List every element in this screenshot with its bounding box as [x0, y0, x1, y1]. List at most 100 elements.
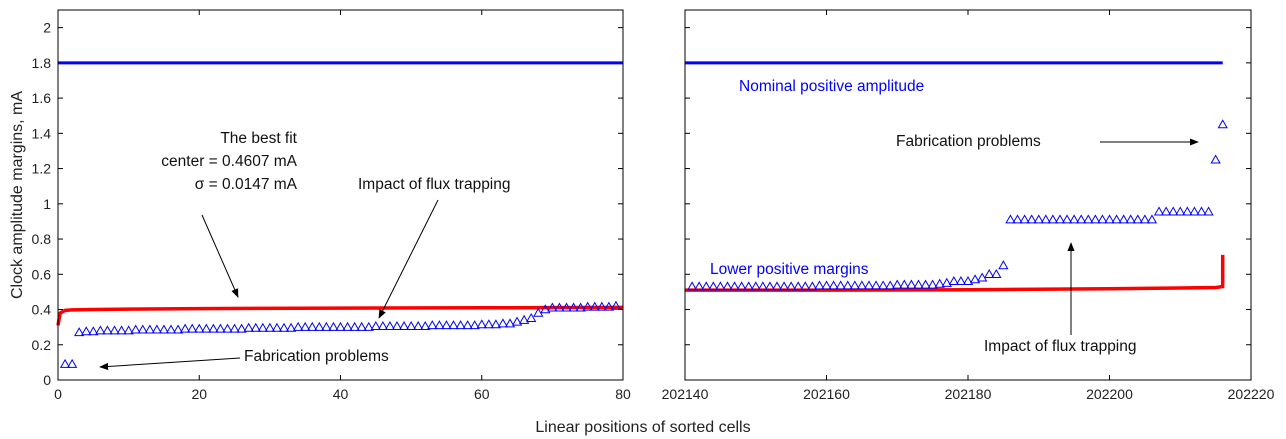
y-tick-label: 1.2 — [32, 161, 52, 177]
right-x-tick-label: 202180 — [945, 386, 992, 402]
left-margin-marker — [194, 323, 205, 333]
left-margin-marker — [236, 323, 247, 333]
right-margin-marker — [934, 278, 945, 288]
right-margin-marker — [1203, 206, 1214, 216]
right-margin-marker — [856, 280, 868, 290]
right-margin-marker — [1111, 214, 1122, 224]
left-margin-marker — [561, 302, 572, 312]
right-margin-marker — [757, 281, 768, 291]
left-margin-marker — [271, 322, 283, 332]
right-margin-marker — [1033, 214, 1044, 224]
annotation-fabrication-right: Fabrication problems — [896, 133, 1041, 150]
left-margin-marker — [384, 320, 396, 330]
left-margin-marker — [455, 320, 466, 330]
left-margin-marker — [137, 324, 148, 334]
right-margin-marker — [969, 274, 981, 284]
right-margin-marker — [743, 281, 754, 291]
left-margin-marker — [533, 307, 544, 317]
y-tick-label: 0.2 — [32, 337, 52, 353]
right-margin-marker — [835, 280, 846, 290]
right-margin-marker — [1054, 214, 1066, 224]
right-margin-marker — [1104, 214, 1115, 224]
left-margin-marker — [596, 301, 607, 311]
left-margin-marker — [540, 304, 551, 314]
left-margin-marker — [144, 324, 155, 334]
right-margin-marker — [715, 281, 726, 291]
right-margin-marker — [1083, 214, 1094, 224]
right-margin-marker — [736, 281, 747, 291]
left-plot-frame — [57, 9, 624, 381]
right-x-tick-label: 202160 — [803, 386, 850, 402]
left-margin-marker — [201, 323, 212, 333]
left-margin-marker — [342, 321, 353, 331]
left-margin-marker — [377, 320, 389, 330]
annotation-fabrication-left: Fabrication problems — [244, 348, 389, 365]
left-margin-marker — [518, 314, 530, 324]
left-margin-marker — [370, 320, 381, 330]
y-tick-label: 1.6 — [32, 90, 52, 106]
arrow-fabrication-left — [99, 357, 241, 371]
left-margin-marker — [222, 323, 233, 333]
right-margin-marker — [941, 277, 952, 287]
left-margin-marker — [109, 325, 120, 335]
y-tick-label: 2 — [43, 20, 51, 36]
right-margin-marker — [693, 281, 705, 291]
left-margin-marker — [116, 325, 127, 335]
left-margin-marker — [335, 321, 346, 331]
left-plot-panel: 0 20 40 60 80 0 0.2 0.4 0.6 0.8 1 1.2 1.4 1.6 1.8 2 — [32, 9, 631, 402]
right-margin-marker — [913, 279, 924, 289]
right-margin-marker — [1182, 206, 1193, 216]
left-x-tick-label: 40 — [333, 386, 349, 402]
annotation-best-fit-center: center = 0.4607 mA — [161, 153, 297, 170]
y-tick-label: 0.6 — [32, 266, 52, 282]
right-margin-marker — [1061, 214, 1073, 224]
right-margin-marker — [1139, 214, 1151, 224]
right-margin-marker — [948, 276, 960, 286]
left-margin-marker — [278, 322, 290, 332]
left-margin-marker — [179, 323, 191, 333]
right-margin-marker — [906, 279, 917, 289]
left-margin-marker — [74, 327, 85, 337]
left-margin-marker — [165, 324, 177, 334]
left-margin-marker — [300, 321, 311, 331]
right-margin-marker — [1019, 214, 1030, 224]
right-margin-marker — [1005, 214, 1016, 224]
left-margin-marker — [307, 321, 318, 331]
right-margin-marker — [814, 280, 825, 290]
left-margin-marker — [427, 320, 438, 330]
left-margin-marker — [130, 324, 141, 334]
right-margin-marker — [842, 280, 853, 290]
right-margin-marker — [955, 276, 967, 286]
right-margin-marker — [870, 280, 882, 290]
right-x-tick-label: 202140 — [662, 386, 709, 402]
y-axis-label: Clock amplitude margins, mA — [9, 91, 26, 299]
right-margin-marker — [1012, 214, 1023, 224]
right-margin-marker — [1217, 119, 1228, 129]
x-axis-label: Linear positions of sorted cells — [535, 419, 750, 436]
left-margin-marker — [187, 323, 198, 333]
left-margin-marker — [349, 321, 360, 331]
right-x-tick-label: 202220 — [1228, 386, 1275, 402]
right-margin-marker — [1146, 214, 1158, 224]
left-margin-marker — [448, 320, 459, 330]
left-margin-marker — [208, 323, 219, 333]
right-margin-marker — [1125, 214, 1136, 224]
right-margin-marker — [1153, 206, 1165, 216]
left-margin-marker — [483, 319, 494, 329]
annotation-flux-trapping-right: Impact of flux trapping — [984, 338, 1137, 355]
right-margin-marker — [722, 281, 733, 291]
right-margin-marker — [1076, 214, 1087, 224]
left-margin-marker — [88, 326, 99, 336]
left-margin-marker — [321, 321, 332, 331]
right-margin-marker — [899, 279, 910, 289]
left-margin-marker — [504, 318, 516, 328]
left-margin-marker — [158, 324, 170, 334]
arrow-flux-trapping-left — [378, 199, 439, 319]
right-margin-marker — [1090, 214, 1101, 224]
right-margin-marker — [998, 260, 1009, 270]
right-margin-marker — [750, 281, 761, 291]
left-margin-marker — [434, 320, 445, 330]
right-margin-marker — [991, 268, 1002, 279]
right-margin-marker — [800, 281, 811, 291]
